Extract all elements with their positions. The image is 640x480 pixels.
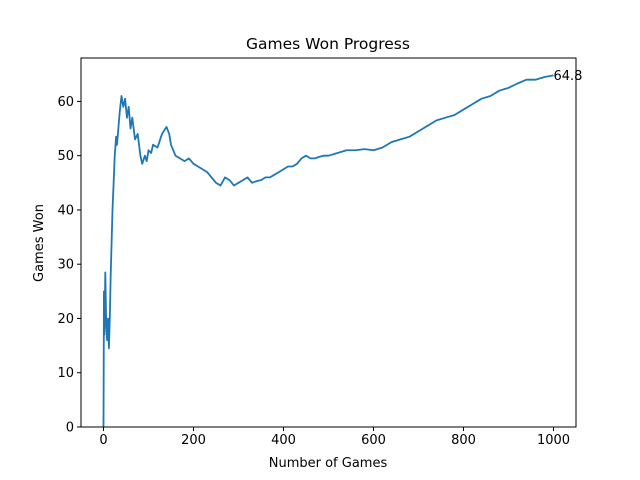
y-tick-label: 0 xyxy=(66,421,74,436)
x-tick-label: 200 xyxy=(181,433,206,448)
x-tick-label: 400 xyxy=(271,433,296,448)
x-tick-label: 800 xyxy=(451,433,476,448)
annotation: 64.8 xyxy=(554,69,583,84)
chart-title: Games Won Progress xyxy=(246,35,410,53)
y-tick-label: 60 xyxy=(57,95,74,110)
y-tick-label: 40 xyxy=(57,203,74,218)
data-line xyxy=(102,74,554,428)
y-tick-label: 30 xyxy=(57,258,74,273)
y-tick-label: 20 xyxy=(57,312,74,327)
y-axis-label: Games Won xyxy=(32,204,47,282)
y-tick-label: 50 xyxy=(57,149,74,164)
x-tick-label: 600 xyxy=(361,433,386,448)
x-tick-label: 1000 xyxy=(537,433,570,448)
x-axis-label: Number of Games xyxy=(269,456,388,471)
x-tick-label: 0 xyxy=(99,433,107,448)
y-tick-label: 10 xyxy=(57,366,74,381)
plot-frame xyxy=(80,57,577,428)
